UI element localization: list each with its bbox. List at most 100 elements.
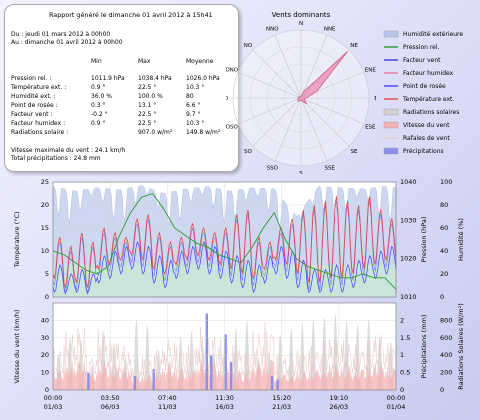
legend-swatch-6 <box>383 108 399 116</box>
xtick-date-2: 11/03 <box>158 403 177 411</box>
precip-bar-2 <box>152 369 155 390</box>
rose-spoke <box>300 97 328 161</box>
rose-label-SSO: SSO <box>267 165 279 171</box>
ytick-humidity: 40 <box>440 247 448 255</box>
stat-label-6: Radiations solaire : <box>11 129 69 136</box>
precip-bar-5 <box>224 334 227 390</box>
ytick-wind: 10 <box>41 369 49 377</box>
stat-min-2: 36.0 % <box>91 93 112 100</box>
summary-panel: Rapport généré le dimanche 01 avril 2012… <box>4 4 239 172</box>
stat-avg-4: 9.7 ° <box>186 111 201 118</box>
xtick-time-4: 15:20 <box>272 394 291 402</box>
stat-avg-1: 10.3 ° <box>186 84 205 91</box>
legend-label-9: Précipitations <box>403 148 444 155</box>
stat-min-3: 0.3 ° <box>91 102 106 109</box>
rose-label-ENE: ENE <box>365 67 376 73</box>
ytick-pressure: 1020 <box>400 255 417 263</box>
legend-label-6: Radiations solaires <box>403 109 459 116</box>
legend-label-3: Facteur humidex <box>403 70 454 77</box>
ytick-temp: 15 <box>41 224 49 232</box>
stat-label-2: Humidité ext. : <box>11 93 56 100</box>
col-max-header: Max <box>138 58 151 65</box>
stat-avg-3: 6.6 ° <box>186 102 201 109</box>
rose-spoke <box>252 49 302 99</box>
precip-bar-1 <box>133 376 137 390</box>
ytick-humidity: 20 <box>440 270 448 278</box>
weather-charts: 05101520251010102010301040020406080100Te… <box>13 178 465 411</box>
rose-label-SSE: SSE <box>324 165 335 171</box>
stat-min-0: 1011.9 hPa <box>91 75 125 82</box>
ylabel-precip: Précipitations (mm) <box>420 315 428 379</box>
ytick-precip: 1.5 <box>400 334 410 342</box>
pressure-line <box>52 192 397 290</box>
report-from: Du : jeudi 01 mars 2012 à 00h00 <box>11 31 111 38</box>
wind-speed-area <box>53 352 396 390</box>
xtick-time-6: 00:00 <box>387 394 406 402</box>
xtick-date-3: 16/03 <box>215 403 234 411</box>
stat-min-1: 0.9 ° <box>91 84 106 91</box>
xtick-time-1: 03:50 <box>101 394 120 402</box>
stat-min-4: -0.2 ° <box>91 111 108 118</box>
precip-bar-8 <box>276 379 279 390</box>
legend-label-5: Température ext. <box>402 96 454 103</box>
stat-label-3: Point de rosée : <box>11 102 58 109</box>
legend-label-4: Point de rosée <box>403 83 446 90</box>
report-to: Au : dimanche 01 avril 2012 à 00h00 <box>11 39 123 46</box>
ytick-humidity: 100 <box>440 178 452 186</box>
ytick-pressure: 1010 <box>400 293 417 301</box>
rose-label-S: S <box>299 171 303 174</box>
ytick-humidity: 60 <box>440 224 448 232</box>
stat-label-1: Température ext. : <box>11 84 67 91</box>
stat-max-5: 22.5 ° <box>138 120 157 127</box>
ytick-humidity: 80 <box>440 201 448 209</box>
rose-spoke <box>300 97 364 125</box>
ylabel-humidity: Humidité (%) <box>457 218 465 261</box>
legend-swatch-0 <box>383 30 399 38</box>
rose-frequency-area <box>297 51 348 105</box>
stat-avg-2: 80 <box>186 93 194 100</box>
rose-spoke <box>238 97 302 125</box>
precip-bar-0 <box>87 372 90 390</box>
max-wind-text: Vitesse maximale du vent : 24.1 km/h <box>11 147 126 154</box>
rose-label-SO: SO <box>244 149 252 155</box>
ylabel-solar: Radiations Solaires (W/m²) <box>457 303 465 389</box>
rose-label-ESE: ESE <box>365 125 376 131</box>
report-title: Rapport généré le dimanche 01 avril 2012… <box>49 11 213 19</box>
ytick-solar: 400 <box>440 351 452 359</box>
rose-label-O: O <box>226 96 229 102</box>
ytick-solar: 600 <box>440 334 452 342</box>
legend-label-0: Humidité extérieure <box>403 31 463 38</box>
stat-max-3: 13.1 ° <box>138 102 157 109</box>
ylabel-temp: Température (°C) <box>13 211 21 268</box>
ytick-pressure: 1040 <box>400 178 417 186</box>
rose-label-SE: SE <box>351 149 358 155</box>
ytick-solar: 200 <box>440 369 452 377</box>
xtick-date-4: 21/03 <box>272 403 291 411</box>
ytick-temp: 10 <box>41 247 49 255</box>
top-plot-frame <box>52 181 397 298</box>
xtick-time-5: 19:10 <box>329 394 348 402</box>
wind-rose: Vents dominants N NNE NE ENE E ESE SE SSE S SSO SO O… <box>226 11 376 174</box>
legend-label-1: Pression rel. <box>403 44 440 51</box>
precip-bar-7 <box>270 376 274 390</box>
xtick-date-6: 01/04 <box>387 403 406 411</box>
legend-swatch-7 <box>383 121 399 129</box>
stat-label-5: Facteur humidex : <box>11 120 66 127</box>
stat-label-4: Facteur vent : <box>11 111 53 118</box>
rose-spoke <box>252 97 302 147</box>
ytick-humidity: 0 <box>440 293 444 301</box>
xtick-date-1: 06/03 <box>101 403 120 411</box>
ytick-precip: 0.5 <box>400 369 410 377</box>
rose-label-NNE: NNE <box>324 27 336 33</box>
rose-label-NE: NE <box>350 43 358 49</box>
rose-spoke <box>300 35 328 99</box>
ytick-solar: 0 <box>440 386 444 394</box>
rose-spoke <box>274 97 302 161</box>
stat-min-5: 0.9 ° <box>91 120 106 127</box>
legend-label-8: Rafales de vent <box>403 135 450 142</box>
ytick-wind: 20 <box>41 351 49 359</box>
precip-bar-3 <box>205 313 208 390</box>
rose-label-NNO: NNO <box>266 27 279 33</box>
xtick-time-0: 00:00 <box>44 394 63 402</box>
total-precip-text: Total précipitations : 24.8 mm <box>11 155 101 162</box>
